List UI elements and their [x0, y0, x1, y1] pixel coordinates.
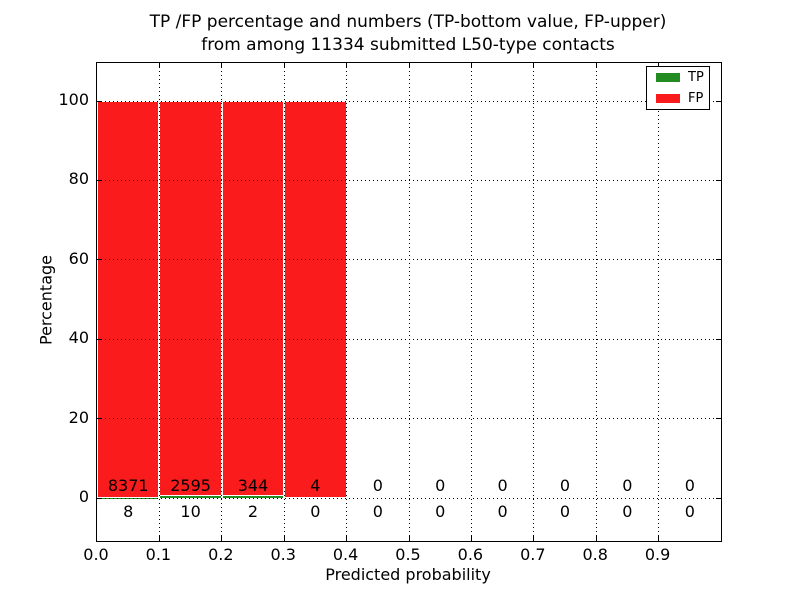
- x-tick-mark: [470, 536, 472, 541]
- bar-fp: [159, 101, 222, 497]
- x-tick-label: 0.4: [332, 545, 359, 564]
- y-tick-mark: [716, 100, 721, 102]
- y-tick-mark: [716, 338, 721, 340]
- x-tick-mark: [158, 536, 160, 541]
- gridline-vertical: [221, 63, 223, 541]
- bar-tp: [160, 496, 221, 498]
- y-tick-label: 20: [68, 407, 89, 427]
- tp-count-label: 8: [123, 502, 134, 521]
- x-tick-label: 0.6: [457, 545, 484, 564]
- legend-item-tp: TP: [656, 71, 709, 84]
- y-tick-mark: [716, 418, 721, 420]
- x-tick-mark: [408, 63, 410, 68]
- gridline-horizontal: [97, 259, 721, 261]
- fp-count-label: 4: [310, 476, 321, 495]
- legend-label-tp: TP: [688, 70, 704, 85]
- y-tick-label: 80: [68, 169, 89, 189]
- x-tick-mark: [283, 536, 285, 541]
- bar-fp: [284, 101, 347, 498]
- fp-count-label: 0: [372, 476, 383, 495]
- gridline-horizontal: [97, 418, 721, 420]
- y-tick-mark: [716, 179, 721, 181]
- gridline-horizontal: [97, 497, 721, 499]
- x-tick-label: 0.9: [644, 545, 671, 564]
- y-tick-mark: [97, 259, 102, 261]
- gridline-vertical: [408, 63, 410, 541]
- fp-count-label: 0: [622, 476, 633, 495]
- tp-count-label: 0: [497, 502, 508, 521]
- x-tick-label: 0.5: [395, 545, 421, 564]
- legend-item-fp: FP: [656, 92, 709, 105]
- y-tick-label: 0: [78, 487, 89, 506]
- gridline-vertical: [346, 63, 348, 541]
- x-tick-mark: [595, 63, 597, 68]
- fp-count-label: 2595: [170, 476, 211, 495]
- x-tick-label: 0.3: [270, 545, 296, 564]
- chart-title-line1: TP /FP percentage and numbers (TP-bottom…: [149, 12, 667, 32]
- tp-count-label: 10: [180, 502, 201, 521]
- y-tick-label: 40: [68, 328, 89, 348]
- tp-count-label: 0: [559, 502, 571, 521]
- x-tick-mark: [221, 63, 223, 68]
- tp-count-label: 2: [247, 502, 259, 521]
- tp-count-label: 0: [435, 502, 446, 521]
- gridline-vertical: [658, 63, 660, 541]
- tp-count-label: 0: [310, 502, 321, 521]
- fp-count-label: 0: [497, 476, 508, 495]
- y-tick-mark: [716, 259, 721, 261]
- plot-area: TP FP 8371 8 2595 10 344 2 4 0 0 0 0 0 0 0 0 0 0 0 0 0: [96, 62, 722, 542]
- bar-fp: [97, 101, 160, 498]
- fp-count-label: 344: [237, 476, 269, 495]
- fp-count-label: 0: [559, 476, 571, 495]
- x-tick-label: 0.8: [582, 545, 608, 564]
- bar-tp: [222, 495, 284, 498]
- x-tick-mark: [283, 63, 285, 68]
- y-tick-mark: [97, 497, 102, 499]
- fp-count-label: 0: [684, 476, 695, 495]
- gridline-vertical: [595, 63, 597, 541]
- x-tick-mark: [658, 63, 660, 68]
- y-tick-mark: [97, 418, 102, 420]
- y-tick-mark: [97, 100, 102, 102]
- y-tick-mark: [97, 179, 102, 181]
- x-tick-mark: [470, 63, 472, 68]
- x-tick-mark: [346, 536, 348, 541]
- y-tick-label: 100: [58, 90, 89, 109]
- tp-swatch-icon: [656, 73, 680, 82]
- x-tick-label: 0.2: [208, 545, 234, 564]
- y-tick-label: 60: [68, 248, 89, 268]
- x-tick-mark: [533, 63, 535, 68]
- x-axis-label: Predicted probability: [325, 565, 491, 584]
- tp-count-label: 0: [622, 502, 633, 521]
- gridline-horizontal: [97, 100, 721, 102]
- gridline-horizontal: [97, 179, 721, 181]
- legend: TP FP: [646, 66, 710, 110]
- x-tick-mark: [408, 536, 410, 541]
- x-tick-label: 0.1: [145, 545, 172, 564]
- gridline-vertical: [470, 63, 472, 541]
- gridline-vertical: [283, 63, 285, 541]
- x-tick-mark: [658, 536, 660, 541]
- y-tick-mark: [716, 497, 721, 499]
- fp-count-label: 0: [435, 476, 446, 495]
- x-tick-label: 0.0: [83, 545, 109, 564]
- x-tick-mark: [158, 63, 160, 68]
- tp-count-label: 0: [372, 502, 383, 521]
- chart-title-line2: from among 11334 submitted L50-type cont…: [201, 35, 615, 55]
- y-tick-mark: [97, 338, 102, 340]
- fp-count-label: 8371: [107, 476, 149, 495]
- x-tick-mark: [595, 536, 597, 541]
- x-tick-mark: [346, 63, 348, 68]
- fp-swatch-icon: [656, 94, 680, 103]
- bar-fp: [221, 101, 285, 496]
- gridline-vertical: [158, 63, 160, 541]
- legend-label-fp: FP: [688, 91, 704, 106]
- gridline-horizontal: [97, 338, 721, 340]
- gridline-vertical: [533, 63, 535, 541]
- x-tick-mark: [533, 536, 535, 541]
- tp-count-label: 0: [684, 502, 695, 521]
- x-tick-label: 0.7: [520, 545, 546, 564]
- x-tick-mark: [221, 536, 223, 541]
